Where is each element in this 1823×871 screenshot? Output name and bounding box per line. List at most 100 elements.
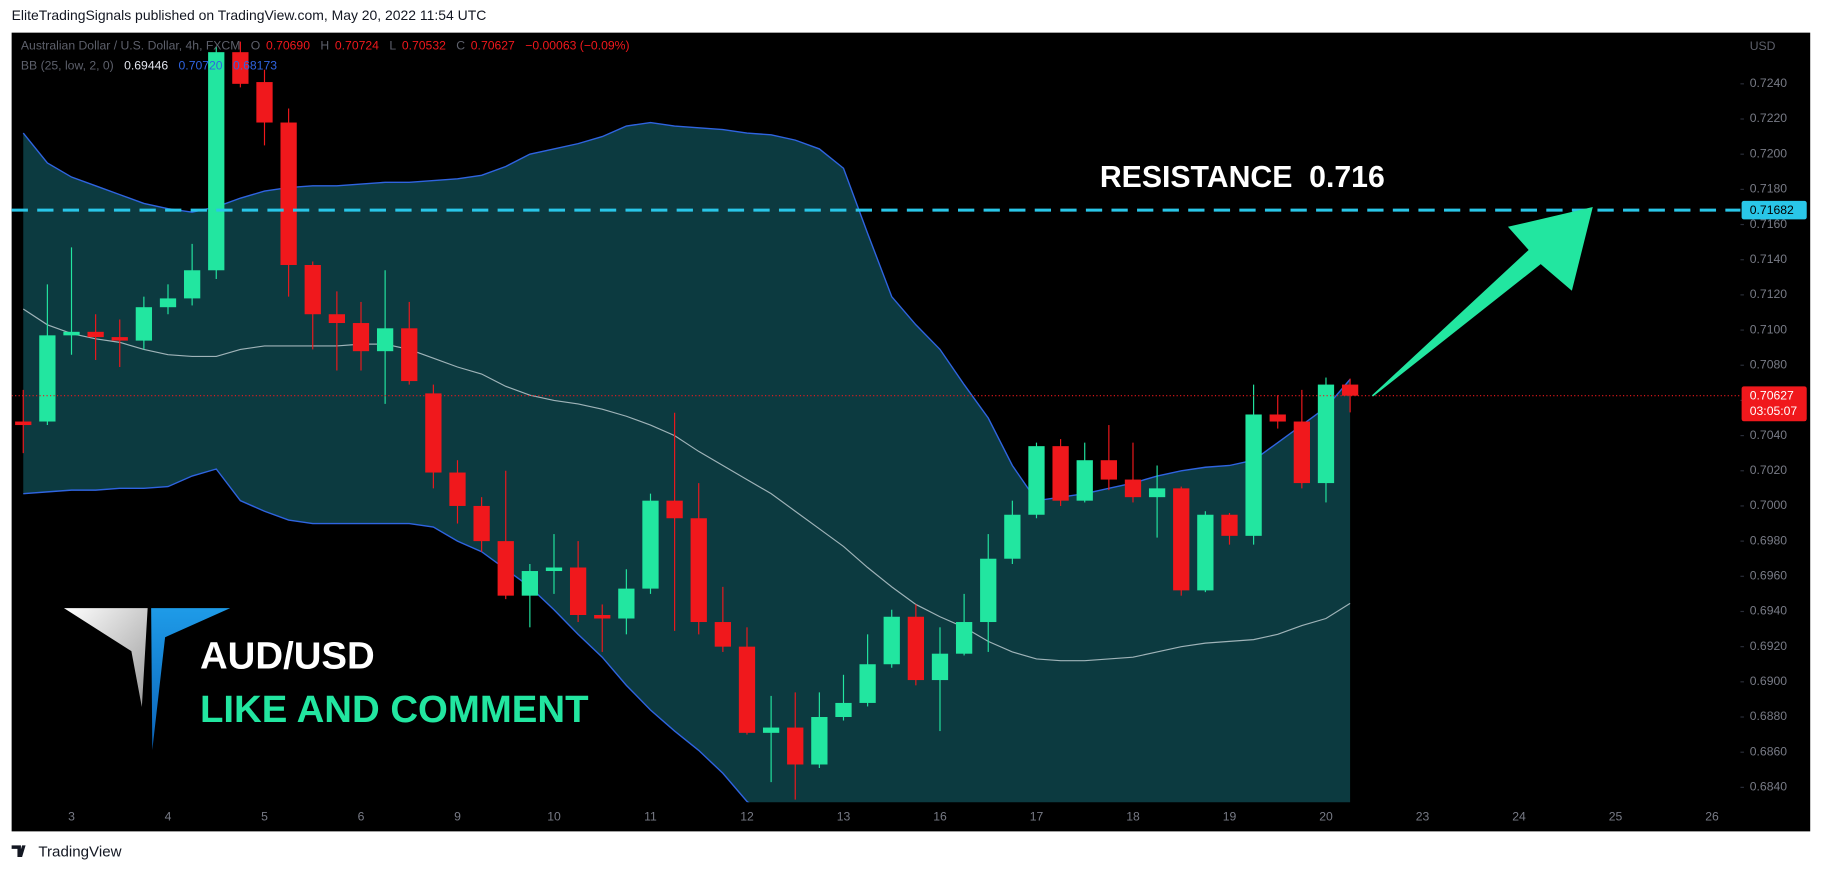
- countdown-label: 03:05:07: [1750, 404, 1798, 418]
- candle-body: [449, 472, 466, 506]
- candle-body: [256, 82, 273, 123]
- candle-body: [159, 298, 177, 308]
- candle-body: [425, 393, 442, 473]
- candle-body: [87, 331, 104, 338]
- x-tick-label: 26: [1705, 810, 1719, 824]
- y-tick-label: 0.7100: [1750, 322, 1787, 336]
- candle-body: [955, 622, 973, 654]
- candle-body: [1100, 460, 1117, 480]
- candle-body: [1293, 421, 1310, 484]
- candle-body: [1197, 514, 1214, 591]
- candle-body: [1221, 514, 1238, 536]
- y-tick-label: 0.7140: [1750, 252, 1787, 266]
- candle-body: [835, 702, 852, 718]
- candle-body: [1076, 460, 1093, 501]
- legend-value: 0.68173: [233, 59, 277, 73]
- y-tick-label: 0.6940: [1750, 604, 1787, 618]
- y-tick-label: 0.6960: [1750, 569, 1787, 583]
- x-tick-label: 13: [837, 810, 851, 824]
- candle-body: [545, 567, 563, 572]
- legend-value: 0.70720: [179, 59, 223, 73]
- price-axis: 0.6840 0.6860 0.6880 0.6900 0.6920 0.6940 0.69…: [1740, 76, 1807, 794]
- footer: TradingView: [11, 843, 122, 860]
- x-tick-label: 16: [933, 810, 947, 824]
- candle-body: [1004, 514, 1021, 559]
- y-tick-label: 0.7180: [1750, 182, 1787, 196]
- legend-change: −0.00063 (−0.09%): [525, 39, 629, 53]
- candle-body: [1341, 384, 1359, 396]
- candle-body: [690, 518, 707, 623]
- legend-letter: O: [251, 39, 260, 53]
- candle-body: [497, 541, 514, 596]
- y-tick-label: 0.6900: [1750, 674, 1787, 688]
- logo-left: [63, 608, 148, 707]
- footer-logo: [11, 845, 26, 857]
- y-tick-label: 0.7240: [1750, 76, 1787, 90]
- candle-body: [859, 664, 876, 703]
- header-text: EliteTradingSignals published on Trading…: [12, 7, 487, 23]
- x-tick-label: 10: [547, 810, 561, 824]
- candle-body: [1317, 384, 1335, 484]
- x-tick-label: 25: [1609, 810, 1623, 824]
- y-tick-label: 0.6840: [1750, 780, 1787, 794]
- candle-body: [787, 727, 804, 765]
- legend-letter: H: [320, 39, 329, 53]
- symbol: Australian Dollar / U.S. Dollar, 4h, FXC…: [21, 39, 240, 53]
- x-tick-label: 20: [1319, 810, 1333, 824]
- candle-body: [883, 616, 900, 665]
- legend: Australian Dollar / U.S. Dollar, 4h, FXC…: [21, 39, 630, 73]
- lower-band: [23, 468, 750, 803]
- candle-body: [907, 616, 924, 681]
- candle-body: [1052, 446, 1069, 501]
- time-axis: 3 4 5 6 9 10 11 12 13 16 17 18 19 20 23 24 25 26: [68, 810, 1719, 824]
- y-tick-label: 0.7000: [1750, 498, 1787, 512]
- candle-body: [1124, 479, 1142, 498]
- candle-body: [135, 307, 153, 341]
- legend-value: 0.70627: [471, 39, 515, 53]
- candle-body: [521, 571, 539, 596]
- candle-body: [208, 52, 225, 271]
- x-tick-label: 23: [1416, 810, 1430, 824]
- x-tick-label: 24: [1512, 810, 1526, 824]
- arrow: [1371, 207, 1593, 397]
- candle-body: [1148, 488, 1166, 498]
- candle-body: [980, 558, 997, 623]
- resistance-badge-label: 0.71682: [1750, 203, 1794, 217]
- basis-line: [22, 308, 1351, 662]
- legend-value: 0.70724: [335, 39, 379, 53]
- legend-letter: C: [456, 39, 465, 53]
- x-tick-label: 9: [454, 810, 461, 824]
- candle-body: [594, 614, 611, 619]
- y-tick-label: 0.7160: [1750, 217, 1787, 231]
- y-tick-label: 0.6880: [1750, 709, 1787, 723]
- x-tick-label: 17: [1030, 810, 1044, 824]
- candle-body: [304, 264, 321, 315]
- candle-body: [618, 588, 635, 619]
- candle-body: [401, 328, 418, 382]
- y-tick-label: 0.7020: [1750, 463, 1787, 477]
- candle-body: [111, 337, 128, 341]
- annotation: LIKE AND COMMENT: [200, 688, 589, 731]
- x-tick-label: 19: [1223, 810, 1237, 824]
- candle-body: [183, 270, 201, 299]
- candle-body: [1173, 488, 1190, 591]
- candle-body: [39, 335, 56, 422]
- band-fill: [23, 122, 1351, 803]
- candle-body: [15, 421, 32, 426]
- candle-body: [473, 505, 490, 542]
- candle-body: [1245, 414, 1262, 536]
- indicator-name: BB (25, low, 2, 0): [21, 59, 114, 73]
- candle-body: [280, 122, 297, 265]
- candle-body: [931, 653, 949, 681]
- candle-body: [328, 314, 346, 324]
- legend-line: BB (25, low, 2, 0) 0.69446 0.70720 0.681…: [21, 59, 277, 73]
- y-tick-label: 0.7120: [1750, 287, 1787, 301]
- candle-body: [1028, 446, 1045, 515]
- x-tick-label: 11: [644, 810, 657, 824]
- x-tick-label: 5: [261, 810, 268, 824]
- last-price-badge: [1741, 386, 1807, 422]
- legend-value: 0.70532: [402, 39, 446, 53]
- y-tick-label: 0.6920: [1750, 639, 1787, 653]
